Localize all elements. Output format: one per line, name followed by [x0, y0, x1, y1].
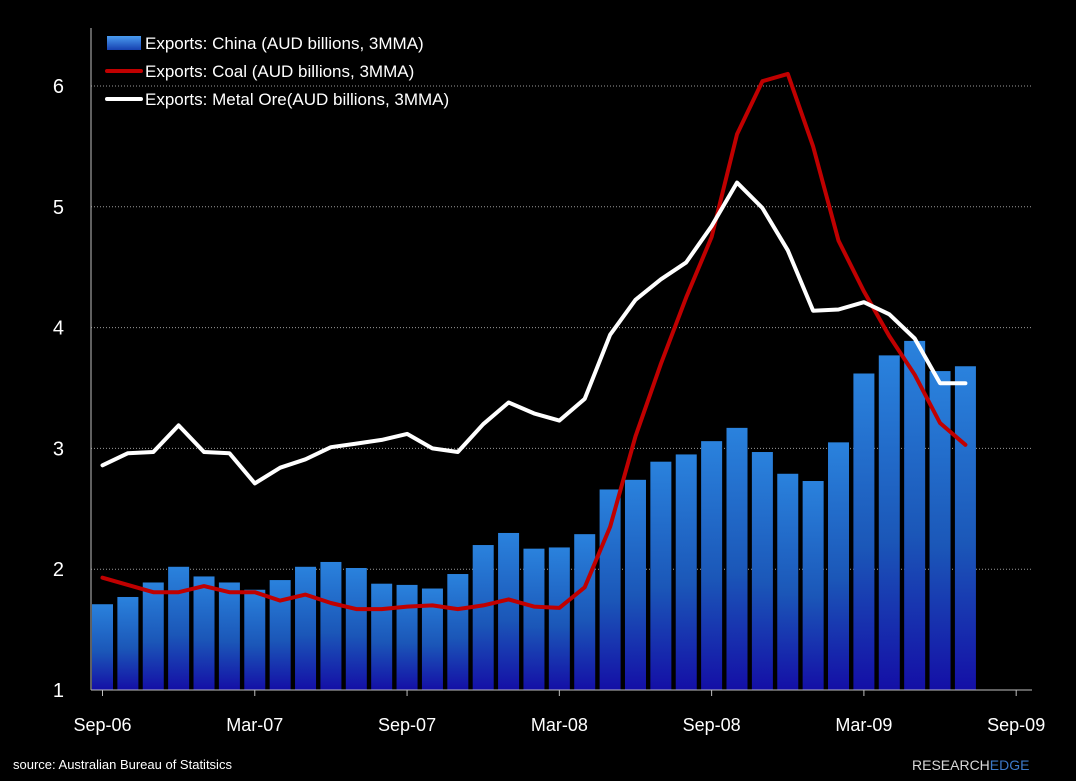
- legend-swatch-china: [107, 36, 141, 50]
- bar-china: [168, 566, 190, 690]
- bars-china: [92, 340, 976, 690]
- bar-china: [548, 547, 570, 690]
- bar-china: [954, 366, 976, 690]
- bar-china: [523, 548, 545, 690]
- bar-china: [878, 355, 900, 690]
- x-tick-label: Sep-09: [987, 715, 1045, 735]
- bar-china: [802, 481, 824, 690]
- bar-china: [371, 583, 393, 690]
- y-tick-label: 4: [53, 318, 64, 340]
- y-tick-label: 2: [53, 559, 64, 581]
- line-metal-ore: [100, 180, 968, 486]
- gridlines: [91, 85, 1032, 570]
- y-tick-label: 6: [53, 76, 64, 98]
- logo-part1: RESEARCH: [912, 757, 990, 773]
- bar-china: [142, 582, 164, 690]
- x-tick-label: Mar-08: [531, 715, 588, 735]
- bar-china: [345, 567, 367, 690]
- research-edge-logo: RESEARCHEDGE: [912, 757, 1029, 773]
- bar-china: [751, 452, 773, 690]
- y-tick-label: 5: [53, 197, 64, 219]
- bar-china: [828, 442, 850, 690]
- bar-china: [396, 584, 418, 690]
- bar-china: [726, 427, 748, 690]
- bar-china: [624, 479, 646, 690]
- y-tick-label: 3: [53, 438, 64, 460]
- legend-label: Exports: Metal Ore(AUD billions, 3MMA): [145, 90, 449, 109]
- logo-part2: EDGE: [989, 757, 1030, 773]
- bar-china: [929, 371, 951, 690]
- bar-china: [421, 588, 443, 690]
- legend-label: Exports: Coal (AUD billions, 3MMA): [145, 62, 414, 81]
- lines: [100, 71, 968, 612]
- source-note: source: Australian Bureau of Statitsics: [13, 757, 232, 772]
- x-tick-label: Sep-06: [73, 715, 131, 735]
- bar-china: [447, 574, 469, 690]
- x-tick-label: Sep-07: [378, 715, 436, 735]
- bar-china: [320, 561, 342, 690]
- x-tick-label: Sep-08: [683, 715, 741, 735]
- line-coal: [100, 71, 968, 612]
- axes: 1 2 3 4 5 6 Sep-06 Mar-07 Sep-07 Mar-08 Sep-08 Mar-…: [53, 28, 1045, 735]
- legend-label: Exports: China (AUD billions, 3MMA): [145, 34, 424, 53]
- bar-china: [117, 596, 139, 690]
- bar-china: [472, 545, 494, 690]
- legend: Exports: China (AUD billions, 3MMA) Expor…: [105, 34, 449, 109]
- bar-china: [498, 532, 520, 690]
- bar-china: [92, 604, 113, 690]
- bar-china: [904, 340, 926, 690]
- bar-china: [650, 461, 672, 690]
- bar-china: [193, 576, 215, 690]
- bar-china: [701, 441, 723, 690]
- bar-china: [853, 373, 875, 690]
- x-tick-label: Mar-07: [226, 715, 283, 735]
- y-tick-label: 1: [53, 680, 64, 702]
- bar-china: [675, 454, 697, 690]
- x-tick-label: Mar-09: [835, 715, 892, 735]
- bar-china: [269, 580, 291, 690]
- bar-china: [295, 566, 317, 690]
- bar-china: [218, 582, 240, 690]
- bar-china: [777, 473, 799, 690]
- bar-china: [244, 589, 266, 690]
- bar-china: [574, 534, 596, 690]
